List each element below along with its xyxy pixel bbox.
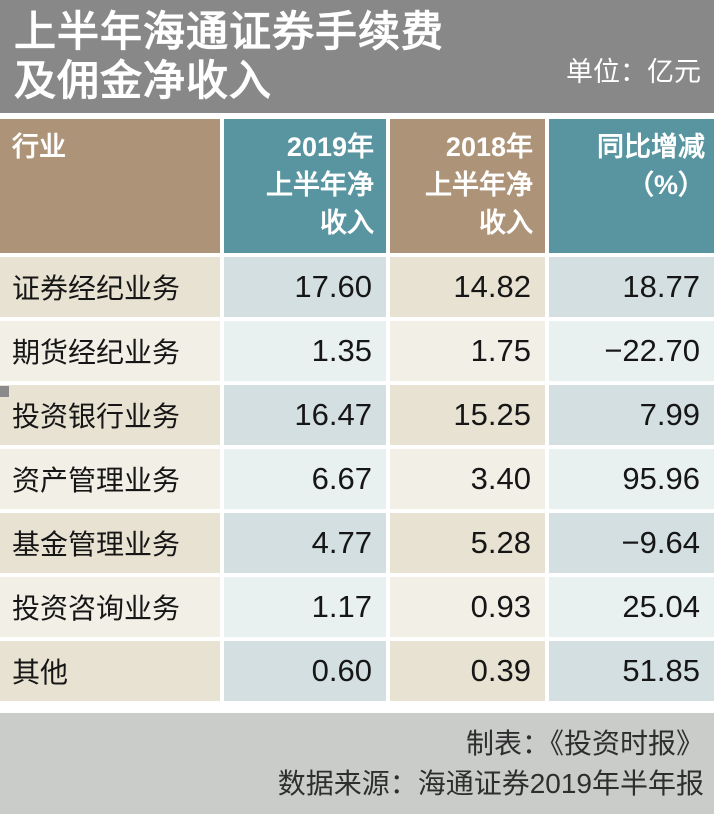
value-2018-cell: 1.75 [390, 321, 545, 381]
value-2018-cell: 3.40 [390, 449, 545, 509]
column-header-2018: 2018年 上半年净 收入 [390, 119, 545, 253]
credit-line: 制表：《投资时报》 [465, 727, 704, 759]
yoy-cell: −9.64 [549, 513, 714, 573]
value-2018-cell: 14.82 [390, 257, 545, 317]
yoy-cell: 25.04 [549, 577, 714, 637]
value-2019-cell: 0.60 [224, 641, 386, 701]
industry-cell: 期货经纪业务 [0, 321, 220, 381]
industry-cell: 投资银行业务 [0, 385, 220, 445]
fee-table: 行业 2019年 上半年净 收入 2018年 上半年净 收入 同比增减 （%） … [0, 119, 714, 701]
value-2018-cell: 15.25 [390, 385, 545, 445]
yoy-cell: 51.85 [549, 641, 714, 701]
industry-cell: 投资咨询业务 [0, 577, 220, 637]
industry-cell: 基金管理业务 [0, 513, 220, 573]
source-line: 数据来源：海通证券2019年半年报 [277, 767, 704, 799]
value-2019-cell: 1.35 [224, 321, 386, 381]
value-2019-cell: 1.17 [224, 577, 386, 637]
industry-cell: 资产管理业务 [0, 449, 220, 509]
yoy-cell: 7.99 [549, 385, 714, 445]
value-2019-cell: 6.67 [224, 449, 386, 509]
value-2019-cell: 17.60 [224, 257, 386, 317]
page-title: 上半年海通证券手续费 及佣金净收入 [14, 8, 445, 104]
value-2018-cell: 0.39 [390, 641, 545, 701]
column-header-industry: 行业 [0, 119, 220, 253]
footer: 制表：《投资时报》 数据来源：海通证券2019年半年报 [0, 713, 714, 814]
stray-artifact [0, 386, 9, 397]
column-header-2019: 2019年 上半年净 收入 [224, 119, 386, 253]
yoy-cell: 18.77 [549, 257, 714, 317]
column-header-yoy: 同比增减 （%） [549, 119, 714, 253]
value-2018-cell: 5.28 [390, 513, 545, 573]
value-2019-cell: 16.47 [224, 385, 386, 445]
title-banner: 上半年海通证券手续费 及佣金净收入 单位：亿元 [0, 0, 714, 113]
yoy-cell: 95.96 [549, 449, 714, 509]
yoy-cell: −22.70 [549, 321, 714, 381]
industry-cell: 证券经纪业务 [0, 257, 220, 317]
value-2018-cell: 0.93 [390, 577, 545, 637]
unit-label: 单位：亿元 [566, 57, 701, 87]
industry-cell: 其他 [0, 641, 220, 701]
value-2019-cell: 4.77 [224, 513, 386, 573]
fee-table-grid: 行业 2019年 上半年净 收入 2018年 上半年净 收入 同比增减 （%） … [0, 119, 714, 701]
